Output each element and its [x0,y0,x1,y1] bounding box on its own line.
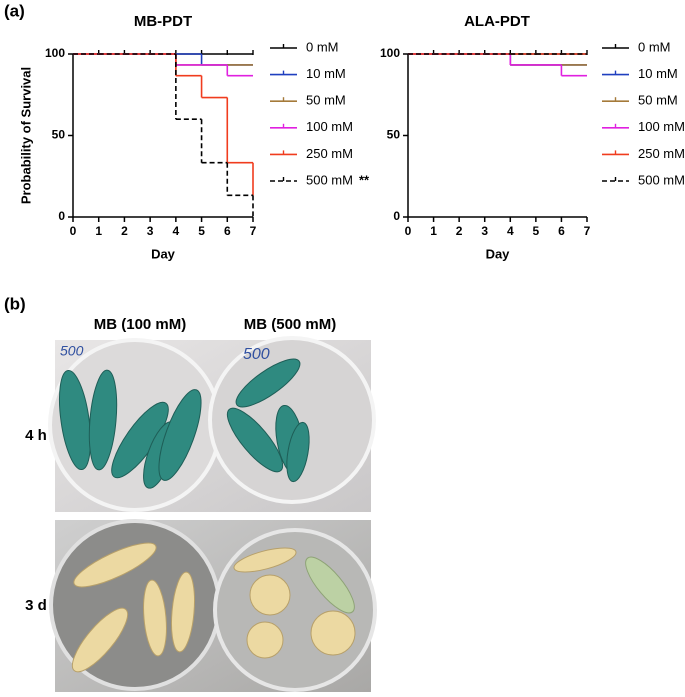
y-tick-label: 50 [52,128,66,142]
x-tick-label: 0 [70,224,77,238]
y-tick-label: 50 [387,128,401,142]
dish-note: 500 [243,346,270,363]
y-tick-label: 0 [393,209,400,223]
annotation: ** [359,172,370,187]
x-tick-label: 2 [121,224,128,238]
panel-label: (a) [4,1,25,20]
x-tick-label: 4 [507,224,514,238]
column-label: MB (500 mM) [244,316,337,333]
legend-label: 10 mM [638,66,678,81]
x-axis-label: Day [486,246,511,261]
x-tick-label: 1 [430,224,437,238]
legend-label: 500 mM [638,172,685,187]
x-tick-label: 6 [558,224,565,238]
x-tick-label: 6 [224,224,231,238]
x-tick-label: 5 [533,224,540,238]
chart-title: ALA-PDT [464,13,530,30]
x-tick-label: 1 [95,224,102,238]
legend-label: 50 mM [638,93,678,108]
legend-label: 10 mM [306,66,346,81]
legend-label: 250 mM [306,146,353,161]
x-tick-label: 7 [250,224,257,238]
x-tick-label: 3 [147,224,154,238]
photo-panel: MB (100 mM) MB (500 mM) 4 h 3 d 500 500 [25,316,377,692]
legend-label: 250 mM [638,146,685,161]
y-axis-label: Probability of Survival [18,67,33,204]
legend-label: 100 mM [306,119,353,134]
x-axis-label: Day [151,246,176,261]
photo-3d [49,519,377,692]
photo-4h: 500 500 [48,336,376,512]
x-tick-label: 0 [405,224,412,238]
legend-label: 0 mM [306,39,339,54]
x-tick-label: 3 [481,224,488,238]
y-tick-label: 100 [45,46,65,60]
y-tick-label: 0 [58,209,65,223]
x-tick-label: 7 [584,224,591,238]
column-label: MB (100 mM) [94,316,187,333]
dish-note: 500 [60,343,84,359]
legend-label: 100 mM [638,119,685,134]
x-tick-label: 2 [456,224,463,238]
legend-label: 500 mM [306,172,353,187]
chart-title: MB-PDT [134,13,192,30]
x-tick-label: 5 [198,224,205,238]
x-tick-label: 4 [173,224,180,238]
panel-label: (b) [4,294,26,313]
row-label: 4 h [25,427,47,444]
y-tick-label: 100 [380,46,400,60]
legend-label: 50 mM [306,93,346,108]
row-label: 3 d [25,597,47,614]
legend-label: 0 mM [638,39,671,54]
